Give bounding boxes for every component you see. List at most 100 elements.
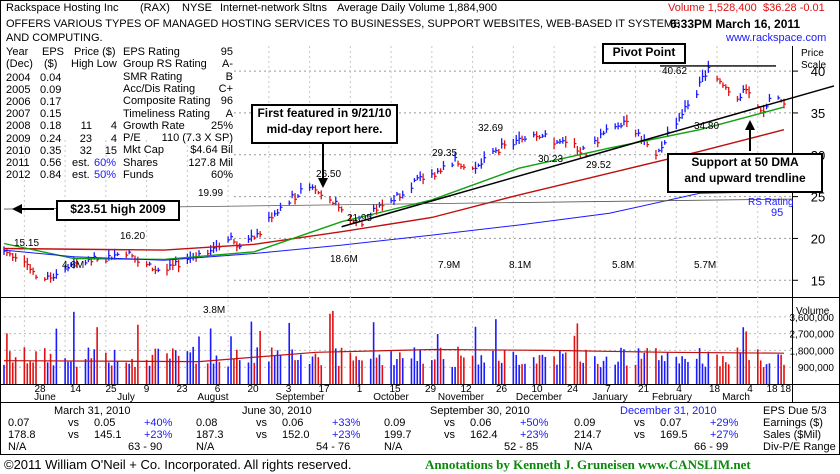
rating-value: 96 (220, 95, 233, 108)
quarter-vs: vs (634, 429, 645, 441)
price-label: 29.52 (586, 160, 611, 171)
quarter-sales_prior: 162.4 (470, 429, 498, 441)
quarter-vs: vs (444, 417, 455, 429)
quarter-eps: 0.08 (196, 417, 218, 429)
price-label: 34.80 (694, 121, 719, 132)
date-tick-label: 3 (286, 384, 292, 395)
price-label: 32.69 (478, 123, 503, 134)
annual-year: 2011 (6, 156, 30, 169)
volume-label: 4.6M (62, 260, 84, 271)
annual-eps: 0.84 (40, 168, 62, 181)
first-featured-callout: First featured in 9/21/10 mid-day report… (251, 104, 398, 144)
description-line-1: OFFERS VARIOUS TYPES OF MANAGED HOSTING … (6, 18, 681, 30)
date-tick-label: 18 (766, 384, 778, 395)
volume-label: 7.9M (438, 260, 460, 271)
quarter-sales_pct: +23% (144, 429, 173, 441)
quarter-pe: N/A (384, 441, 403, 453)
annual-eps: 0.17 (40, 96, 62, 109)
volume-axis-title: Volume (796, 306, 830, 317)
annual-eps: 0.15 (40, 108, 62, 121)
annual-eps: 0.56 (40, 156, 62, 169)
quarter-pe-range: 52 - 85 (504, 441, 539, 453)
high-2009-arrowhead (12, 204, 22, 214)
rating-label: Composite Rating (123, 95, 211, 108)
price-tick-label: 25 (811, 190, 825, 205)
rating-value: $4.64 Bil (190, 144, 233, 157)
annual-year: 2009 (6, 132, 31, 145)
quarter-vs: vs (256, 429, 267, 441)
rating-label: EPS Rating (123, 46, 180, 58)
rs-line (3, 191, 785, 261)
rating-label: SMR Rating (123, 70, 183, 83)
quarter-pe-range: 66 - 99 (694, 441, 729, 453)
month-label: October (373, 392, 409, 403)
quarter-vs: vs (634, 417, 645, 429)
annotation-credit: Annotations by Kenneth J. Gruneisen www.… (425, 457, 751, 472)
sales-label: Sales ($Mil) (763, 429, 822, 441)
month-label: July (117, 392, 135, 403)
annual-eps: 0.09 (40, 84, 62, 97)
rating-value: C+ (218, 82, 233, 95)
volume-tick-label: 3,600,000 (790, 313, 835, 324)
annual-estimate: est. (72, 168, 90, 181)
industry-group: Internet-network Sltns (220, 2, 327, 14)
annual-high: 23 (79, 132, 92, 145)
date-tick-label: 29 (425, 384, 437, 395)
quarter-date: December 31, 2010 (620, 405, 717, 417)
rating-value: 25% (210, 119, 233, 132)
annual-eps: 0.24 (40, 132, 62, 145)
date-tick-label: 21 (638, 384, 650, 395)
date-tick-label: 20 (247, 384, 259, 395)
quarter-sales_pct: +23% (332, 429, 361, 441)
date-tick-label: 4 (747, 384, 753, 395)
earnings-label: Earnings ($) (763, 417, 823, 429)
quarter-eps: 0.09 (574, 417, 596, 429)
month-label: November (438, 392, 485, 403)
annual-low: 15 (104, 144, 117, 157)
quarter-eps: 0.09 (384, 417, 406, 429)
eps-header: EPS (42, 46, 65, 58)
rating-value: A (225, 107, 233, 120)
annual-growth-pct: 50% (94, 168, 117, 181)
volume-label: 5.7M (694, 260, 716, 271)
rating-value: A- (222, 58, 233, 71)
last-price: $36.28 -0.01 (763, 2, 825, 14)
year-header: Year (6, 46, 29, 58)
quarter-sales_pct: +23% (520, 429, 549, 441)
annual-year: 2008 (6, 120, 31, 133)
rating-label: Mkt Cap (123, 144, 164, 157)
price-header: Price ($) (74, 46, 116, 58)
date-tick-label: 14 (70, 384, 82, 395)
annual-high: 11 (80, 120, 92, 133)
exchange: NYSE (182, 2, 212, 14)
date-tick-label: 9 (144, 384, 150, 395)
company-website: www.rackspace.com (726, 32, 827, 44)
quarter-sales: 178.8 (8, 429, 36, 441)
quarter-eps_pct: +33% (332, 417, 361, 429)
price-scale-title-1: Price (801, 48, 824, 59)
quarter-eps_prior: 0.06 (470, 417, 492, 429)
date-tick-label: 24 (567, 384, 579, 395)
quarter-sales: 199.7 (384, 429, 412, 441)
annual-growth-pct: 60% (94, 156, 117, 169)
date-tick-label: 25 (105, 384, 117, 395)
support-callout: Support at 50 DMA and upward trendline (667, 153, 823, 193)
quarter-sales: 187.3 (196, 429, 224, 441)
first-featured-arrowhead (318, 178, 328, 188)
high-2009-callout: $23.51 high 2009 (56, 200, 180, 221)
volume-average-line (3, 348, 785, 363)
quarter-vs: vs (68, 429, 79, 441)
date-tick-label: 28 (34, 384, 46, 395)
support-line-1: Support at 50 DMA (691, 155, 799, 169)
copyright: ©2011 William O'Neil + Co. Incorporated.… (4, 457, 352, 472)
annual-eps: 0.35 (40, 144, 62, 157)
date-tick-label: 15 (389, 384, 401, 395)
month-label: March (722, 392, 750, 403)
quarter-sales_pct: +27% (710, 429, 739, 441)
price-label: 26.50 (316, 169, 341, 180)
date-tick-label: 17 (318, 384, 330, 395)
annual-year: 2005 (6, 84, 31, 97)
quarter-date: June 30, 2010 (242, 405, 312, 417)
first-featured-line-1: First featured in 9/21/10 (257, 106, 392, 120)
